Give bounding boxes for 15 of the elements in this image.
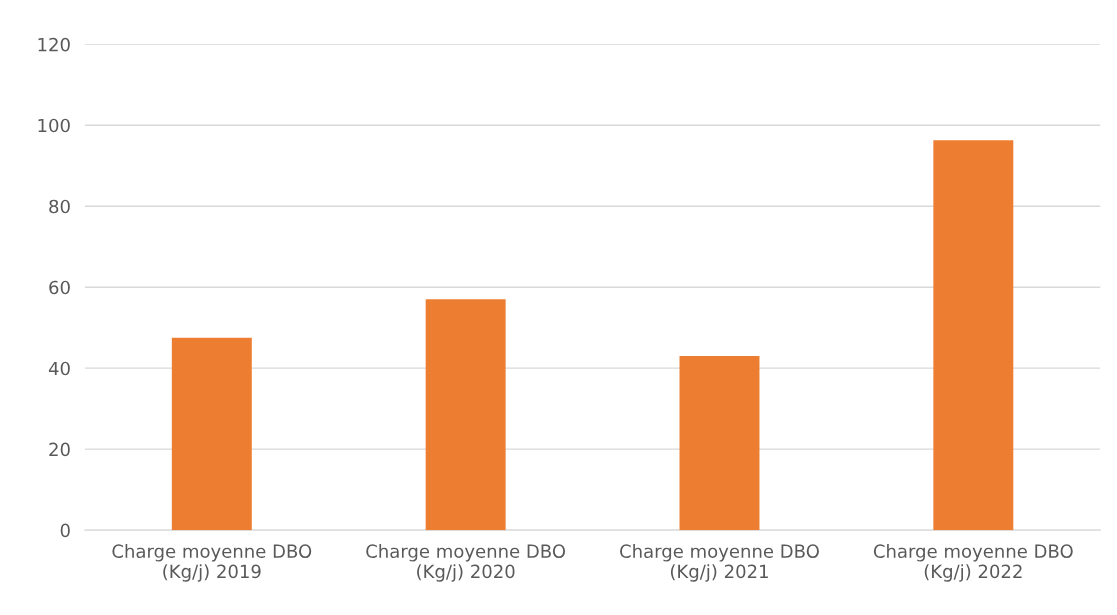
x-tick-label: Charge moyenne DBO (Kg/j) 2022 — [873, 544, 1073, 582]
bar — [933, 140, 1014, 531]
y-tick-label: 80 — [49, 199, 70, 214]
bar — [171, 337, 252, 531]
bar — [425, 299, 506, 531]
x-tick-label: Charge moyenne DBO (Kg/j) 2020 — [366, 544, 566, 582]
y-tick-label: 20 — [49, 442, 70, 457]
x-tick-label: Charge moyenne DBO (Kg/j) 2019 — [112, 544, 312, 582]
x-tick-label: Charge moyenne DBO (Kg/j) 2021 — [620, 544, 819, 582]
y-tick-label: 120 — [38, 37, 70, 52]
y-tick-label: 60 — [49, 280, 70, 295]
bar — [679, 356, 760, 531]
y-tick-label: 40 — [48, 361, 70, 376]
y-tick-label: 100 — [38, 118, 70, 133]
y-tick-label: 0 — [60, 523, 70, 538]
